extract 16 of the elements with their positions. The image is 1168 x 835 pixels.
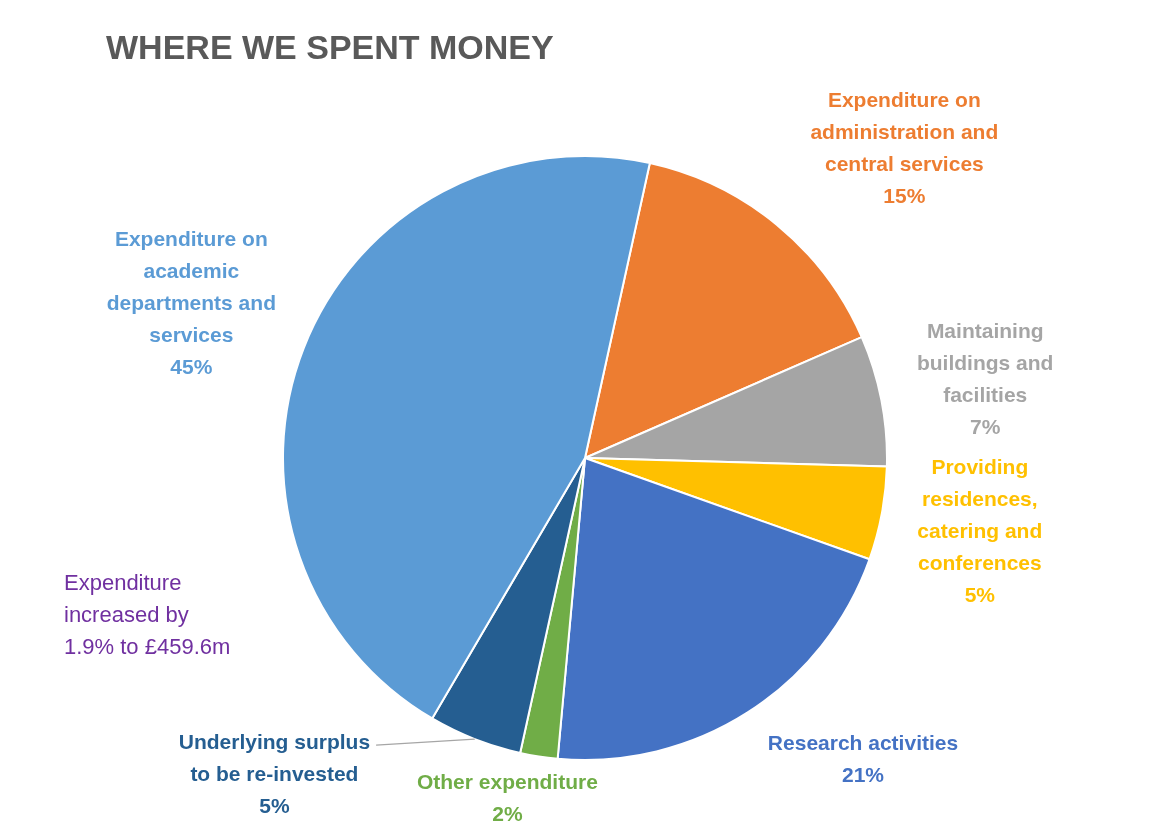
data-label: 5% (964, 582, 996, 606)
slice-label: Underlying surplus to be re-invested (178, 729, 371, 785)
slice-label: Other expenditure (416, 770, 598, 794)
data-label: 5% (259, 793, 290, 817)
data-label: 7% (970, 415, 1001, 438)
data-label: 45% (170, 354, 213, 378)
slice-label: Providing residences, catering and conferences (917, 454, 1043, 574)
slice-label: Maintaining buildings and facilities (916, 319, 1054, 406)
slice-label: Expenditure on administration and central services (810, 88, 999, 176)
data-label: 15% (883, 184, 926, 208)
text: Expenditure increased by 1.9% to £459.6m (64, 570, 231, 660)
data-label: 21% (841, 763, 885, 787)
chart-title: WHERE WE SPENT MONEY (106, 28, 555, 67)
data-label: 2% (492, 802, 523, 826)
slice-label: Expenditure on academic departments and services (106, 226, 276, 346)
slice-label: Research activities (767, 731, 959, 755)
